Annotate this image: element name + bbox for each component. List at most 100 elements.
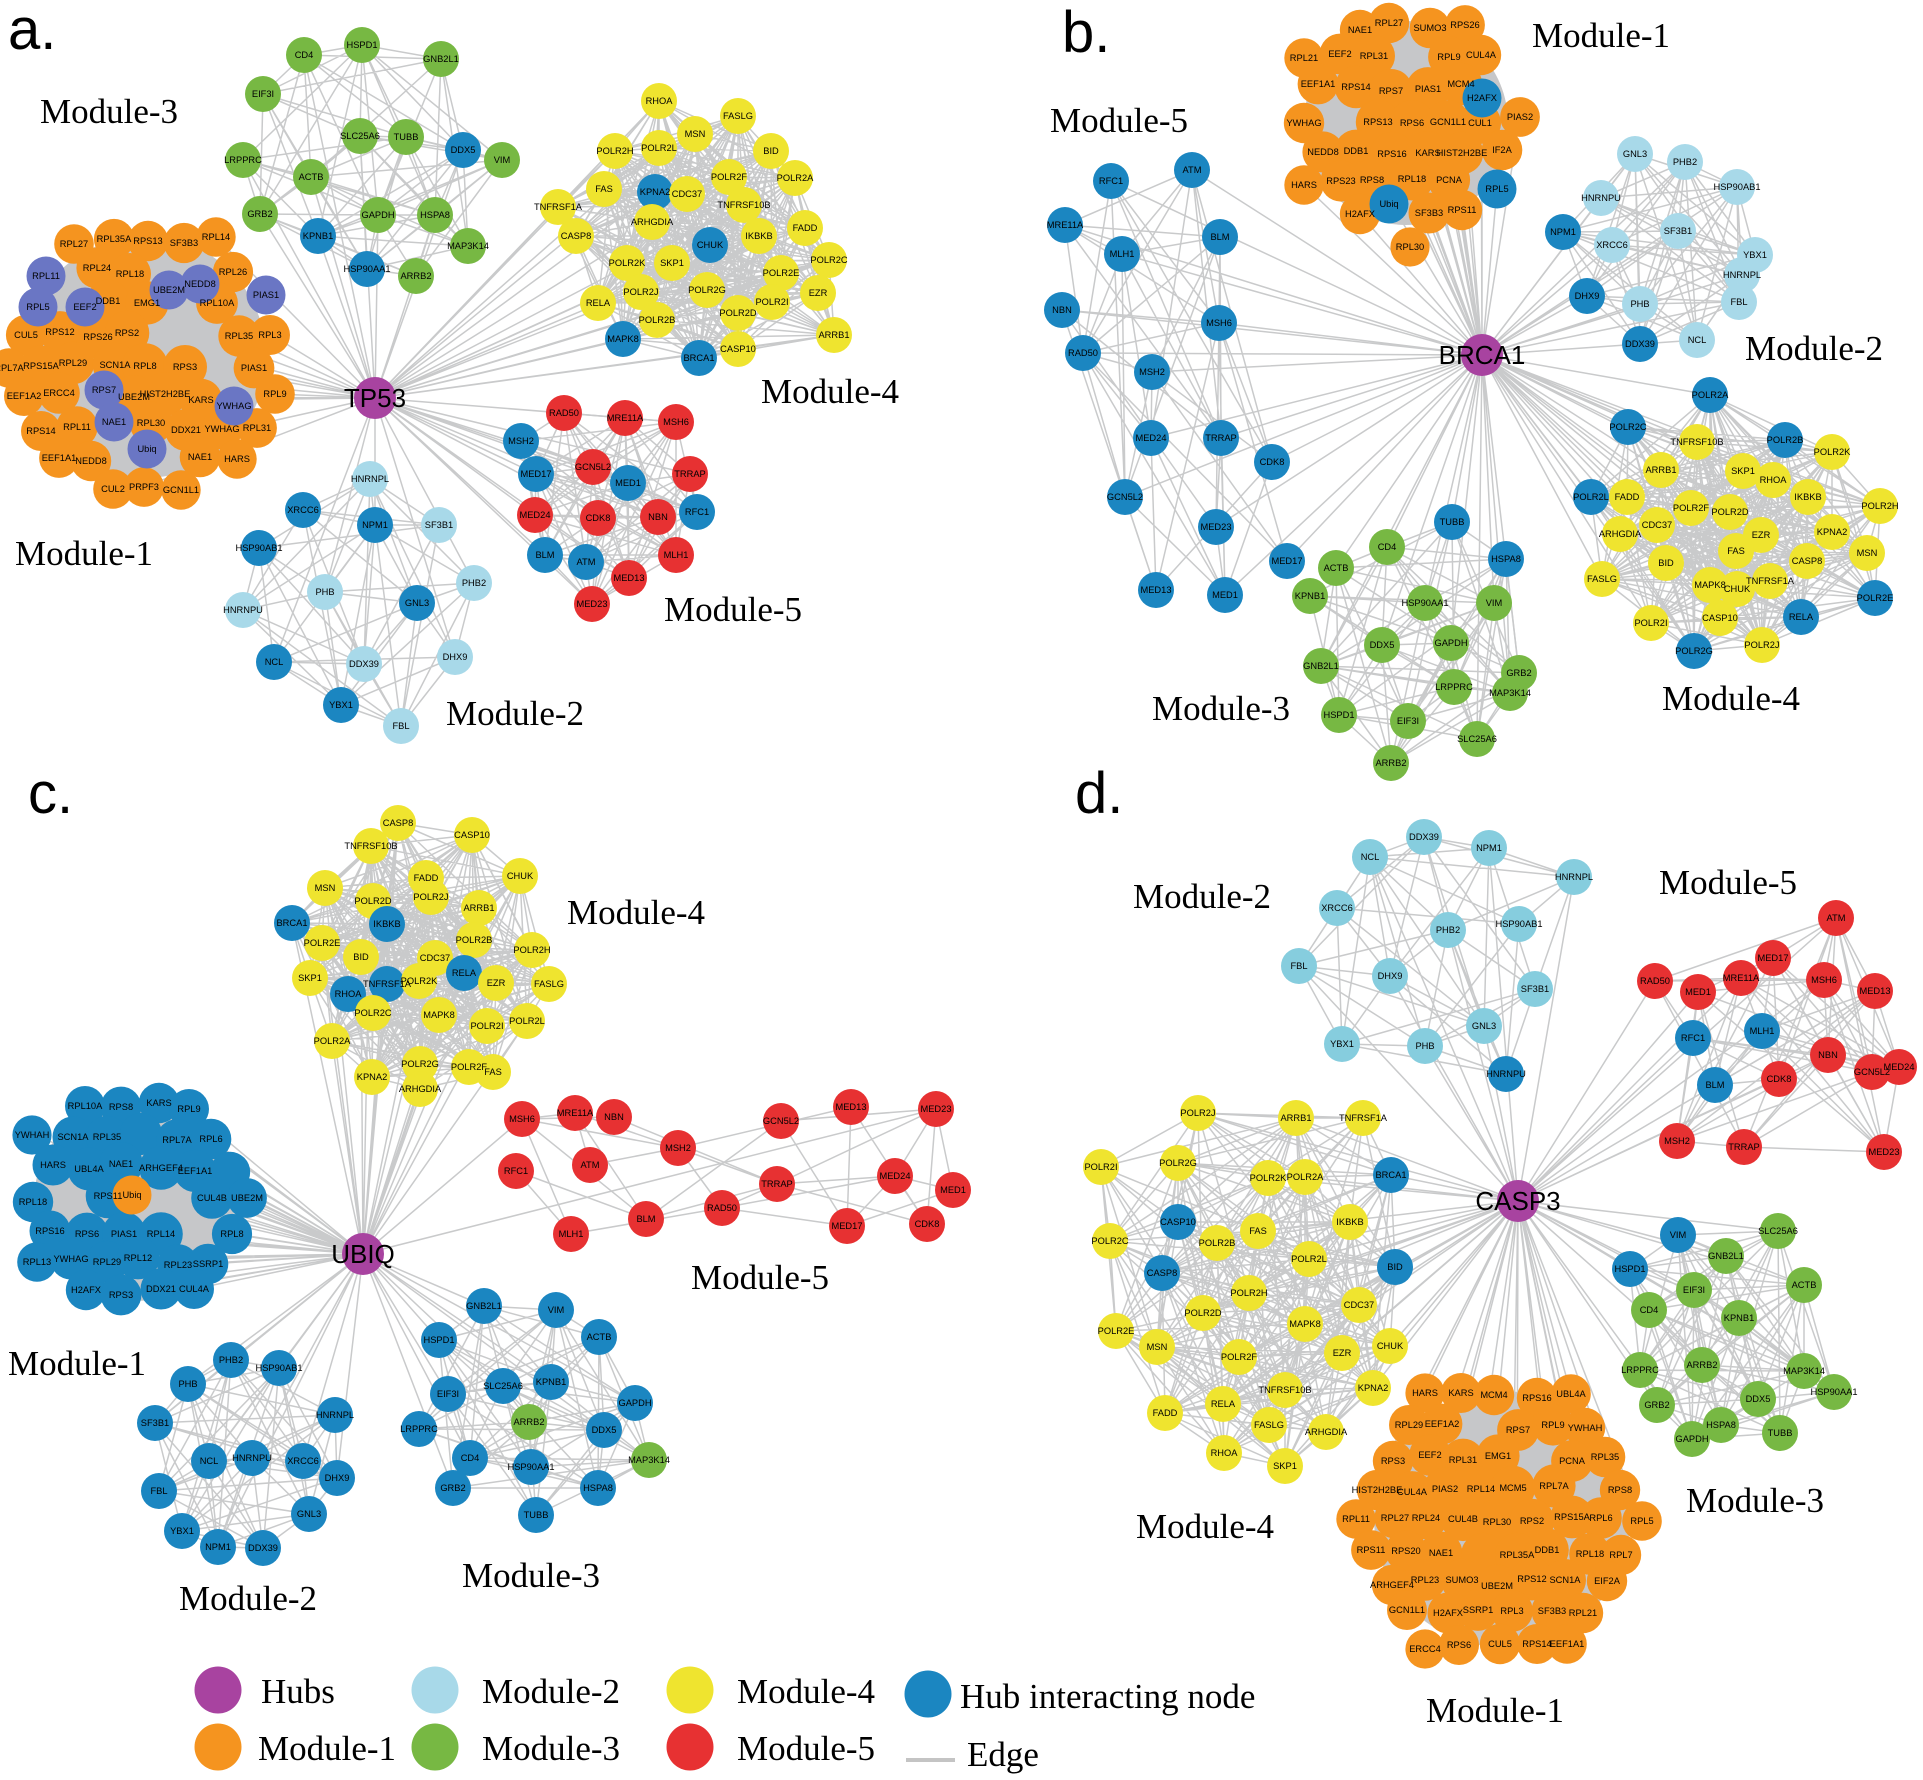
svg-text:PHB: PHB	[1630, 299, 1649, 309]
svg-text:RPS13: RPS13	[133, 236, 162, 246]
svg-text:MLH1: MLH1	[1750, 1026, 1775, 1036]
svg-text:ARHGDIA: ARHGDIA	[399, 1084, 442, 1094]
svg-text:NBN: NBN	[1052, 305, 1072, 315]
svg-text:MSH2: MSH2	[508, 436, 534, 446]
svg-text:Module-5: Module-5	[1659, 863, 1797, 902]
svg-text:RPS16: RPS16	[1377, 149, 1406, 159]
svg-text:MSH2: MSH2	[1664, 1136, 1690, 1146]
svg-text:FBL: FBL	[1730, 297, 1747, 307]
svg-text:RPL30: RPL30	[137, 418, 165, 428]
svg-text:HNRNPU: HNRNPU	[1581, 193, 1621, 203]
svg-text:Module-2: Module-2	[1133, 877, 1271, 916]
svg-text:TNFRSF1A: TNFRSF1A	[1339, 1113, 1388, 1123]
svg-text:RPL3: RPL3	[1500, 1606, 1523, 1616]
svg-text:YBX1: YBX1	[170, 1526, 194, 1536]
svg-text:FAS: FAS	[595, 184, 613, 194]
svg-text:HIST2H2BE: HIST2H2BE	[1352, 1485, 1403, 1495]
svg-text:CHUK: CHUK	[507, 871, 534, 881]
svg-text:HNRNPL: HNRNPL	[1555, 872, 1593, 882]
svg-text:RFC1: RFC1	[1681, 1033, 1705, 1043]
svg-text:Edge: Edge	[967, 1735, 1039, 1774]
svg-text:POLR2B: POLR2B	[1199, 1238, 1236, 1248]
svg-text:ATM: ATM	[577, 557, 596, 567]
svg-text:POLR2I: POLR2I	[1084, 1162, 1117, 1172]
svg-text:RPL23: RPL23	[1411, 1575, 1439, 1585]
svg-text:CHUK: CHUK	[697, 240, 724, 250]
svg-text:POLR2J: POLR2J	[413, 892, 448, 902]
svg-text:NPM1: NPM1	[1550, 227, 1576, 237]
svg-text:HARS: HARS	[40, 1160, 66, 1170]
svg-text:RPL24: RPL24	[83, 263, 111, 273]
svg-text:POLR2C: POLR2C	[1609, 422, 1646, 432]
svg-text:RPL9: RPL9	[1541, 1420, 1564, 1430]
svg-text:RPL9: RPL9	[1437, 52, 1460, 62]
svg-text:Module-4: Module-4	[1136, 1507, 1274, 1546]
svg-text:RPS26: RPS26	[83, 332, 112, 342]
svg-text:MSH2: MSH2	[1139, 367, 1165, 377]
svg-text:CD4: CD4	[295, 50, 314, 60]
svg-text:KPNB1: KPNB1	[1724, 1313, 1755, 1323]
svg-text:GNL3: GNL3	[1623, 149, 1647, 159]
svg-text:YBX1: YBX1	[329, 700, 353, 710]
svg-text:MED23: MED23	[1868, 1147, 1899, 1157]
svg-text:XRCC6: XRCC6	[287, 1456, 319, 1466]
svg-text:MCM4: MCM4	[1480, 1390, 1507, 1400]
svg-text:GNB2L1: GNB2L1	[1303, 661, 1339, 671]
svg-text:RPS7: RPS7	[1506, 1425, 1530, 1435]
svg-text:Module-1: Module-1	[8, 1344, 146, 1383]
svg-text:MED24: MED24	[519, 510, 550, 520]
svg-text:MED17: MED17	[1757, 953, 1788, 963]
svg-text:NAE1: NAE1	[102, 417, 126, 427]
svg-text:POLR2K: POLR2K	[401, 976, 438, 986]
svg-text:SUMO3: SUMO3	[1413, 23, 1446, 33]
svg-text:RPL11: RPL11	[1342, 1514, 1370, 1524]
svg-text:POLR2J: POLR2J	[1180, 1108, 1215, 1118]
svg-text:GCN5L2: GCN5L2	[575, 462, 611, 472]
svg-text:DDX5: DDX5	[1746, 1394, 1771, 1404]
svg-text:SF3B1: SF3B1	[141, 1418, 169, 1428]
svg-text:RPS7: RPS7	[92, 385, 116, 395]
svg-text:EIF3I: EIF3I	[437, 1389, 459, 1399]
svg-text:NCL: NCL	[200, 1456, 219, 1466]
svg-text:CUL4A: CUL4A	[1397, 1487, 1428, 1497]
svg-text:DDX21: DDX21	[171, 425, 201, 435]
svg-text:GNL3: GNL3	[1472, 1021, 1496, 1031]
svg-text:GAPDH: GAPDH	[1675, 1434, 1708, 1444]
svg-text:a.: a.	[8, 0, 56, 62]
svg-text:NEDD8: NEDD8	[1307, 147, 1339, 157]
svg-text:SF3B3: SF3B3	[1415, 208, 1443, 218]
svg-text:MLH1: MLH1	[559, 1229, 584, 1239]
svg-text:HARS: HARS	[1291, 180, 1317, 190]
svg-text:SCN1A: SCN1A	[57, 1132, 89, 1142]
svg-text:FAS: FAS	[1249, 1226, 1267, 1236]
svg-text:ERCC4: ERCC4	[43, 388, 75, 398]
svg-text:SKP1: SKP1	[1273, 1461, 1297, 1471]
svg-text:RPL11: RPL11	[32, 271, 60, 281]
svg-text:RPL35: RPL35	[225, 331, 253, 341]
svg-text:CDK8: CDK8	[586, 513, 611, 523]
svg-text:POLR2D: POLR2D	[1711, 507, 1748, 517]
svg-text:POLR2A: POLR2A	[314, 1036, 351, 1046]
svg-text:GNL3: GNL3	[297, 1509, 321, 1519]
svg-text:CUL4A: CUL4A	[179, 1284, 210, 1294]
svg-text:ARRB1: ARRB1	[818, 330, 849, 340]
svg-text:RPL35A: RPL35A	[1500, 1550, 1535, 1560]
svg-text:KARS: KARS	[188, 395, 213, 405]
svg-text:MED17: MED17	[1271, 556, 1302, 566]
svg-text:RELA: RELA	[1789, 612, 1814, 622]
svg-text:YBX1: YBX1	[1743, 250, 1767, 260]
svg-text:YWHAG: YWHAG	[204, 424, 239, 434]
svg-text:NCL: NCL	[265, 657, 284, 667]
svg-text:TNFRSF10B: TNFRSF10B	[717, 200, 770, 210]
svg-text:UBE2M: UBE2M	[153, 285, 185, 295]
svg-text:CASP10: CASP10	[1160, 1217, 1196, 1227]
svg-text:HNRNPU: HNRNPU	[223, 605, 263, 615]
svg-text:Ubiq: Ubiq	[122, 1190, 141, 1200]
svg-text:GRB2: GRB2	[1644, 1400, 1669, 1410]
svg-text:HSPA8: HSPA8	[583, 1483, 613, 1493]
svg-text:RPS3: RPS3	[1381, 1456, 1405, 1466]
svg-text:Module-5: Module-5	[664, 590, 802, 629]
svg-text:NAE1: NAE1	[109, 1159, 133, 1169]
svg-text:HSP90AA1: HSP90AA1	[1401, 598, 1448, 608]
svg-text:RHOA: RHOA	[1760, 475, 1788, 485]
